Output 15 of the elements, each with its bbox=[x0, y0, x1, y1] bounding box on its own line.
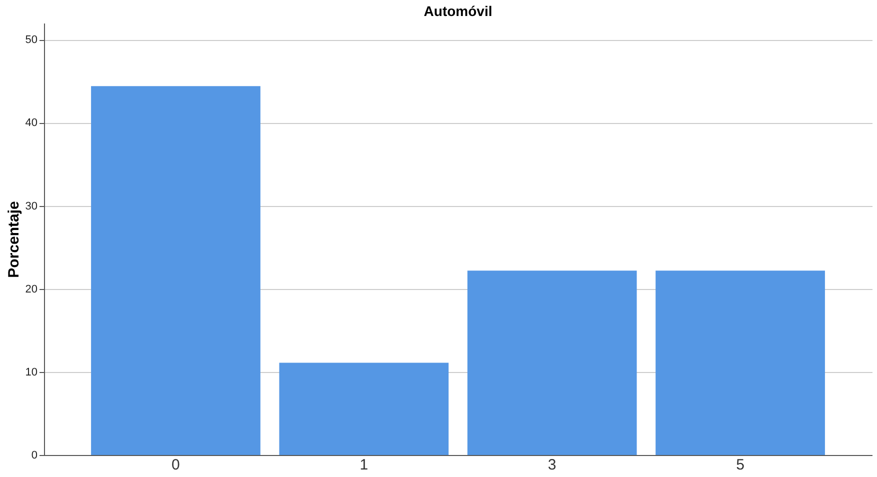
bar bbox=[91, 86, 260, 455]
y-tick-label: 30 bbox=[25, 200, 38, 212]
y-tick-label: 10 bbox=[25, 366, 38, 378]
bar bbox=[467, 270, 637, 455]
x-tick-label: 0 bbox=[172, 456, 180, 474]
y-axis-title: Porcentaje bbox=[5, 201, 22, 278]
x-tick-label: 3 bbox=[548, 456, 556, 474]
y-tick-label: 50 bbox=[25, 34, 38, 46]
y-tick-label: 40 bbox=[25, 117, 38, 130]
bar bbox=[279, 362, 449, 455]
y-tick-label: 20 bbox=[25, 283, 38, 296]
x-tick-label: 1 bbox=[360, 456, 368, 474]
x-tick-label: 5 bbox=[736, 456, 744, 474]
bar bbox=[656, 270, 825, 455]
chart-title: Automóvil bbox=[424, 3, 492, 19]
